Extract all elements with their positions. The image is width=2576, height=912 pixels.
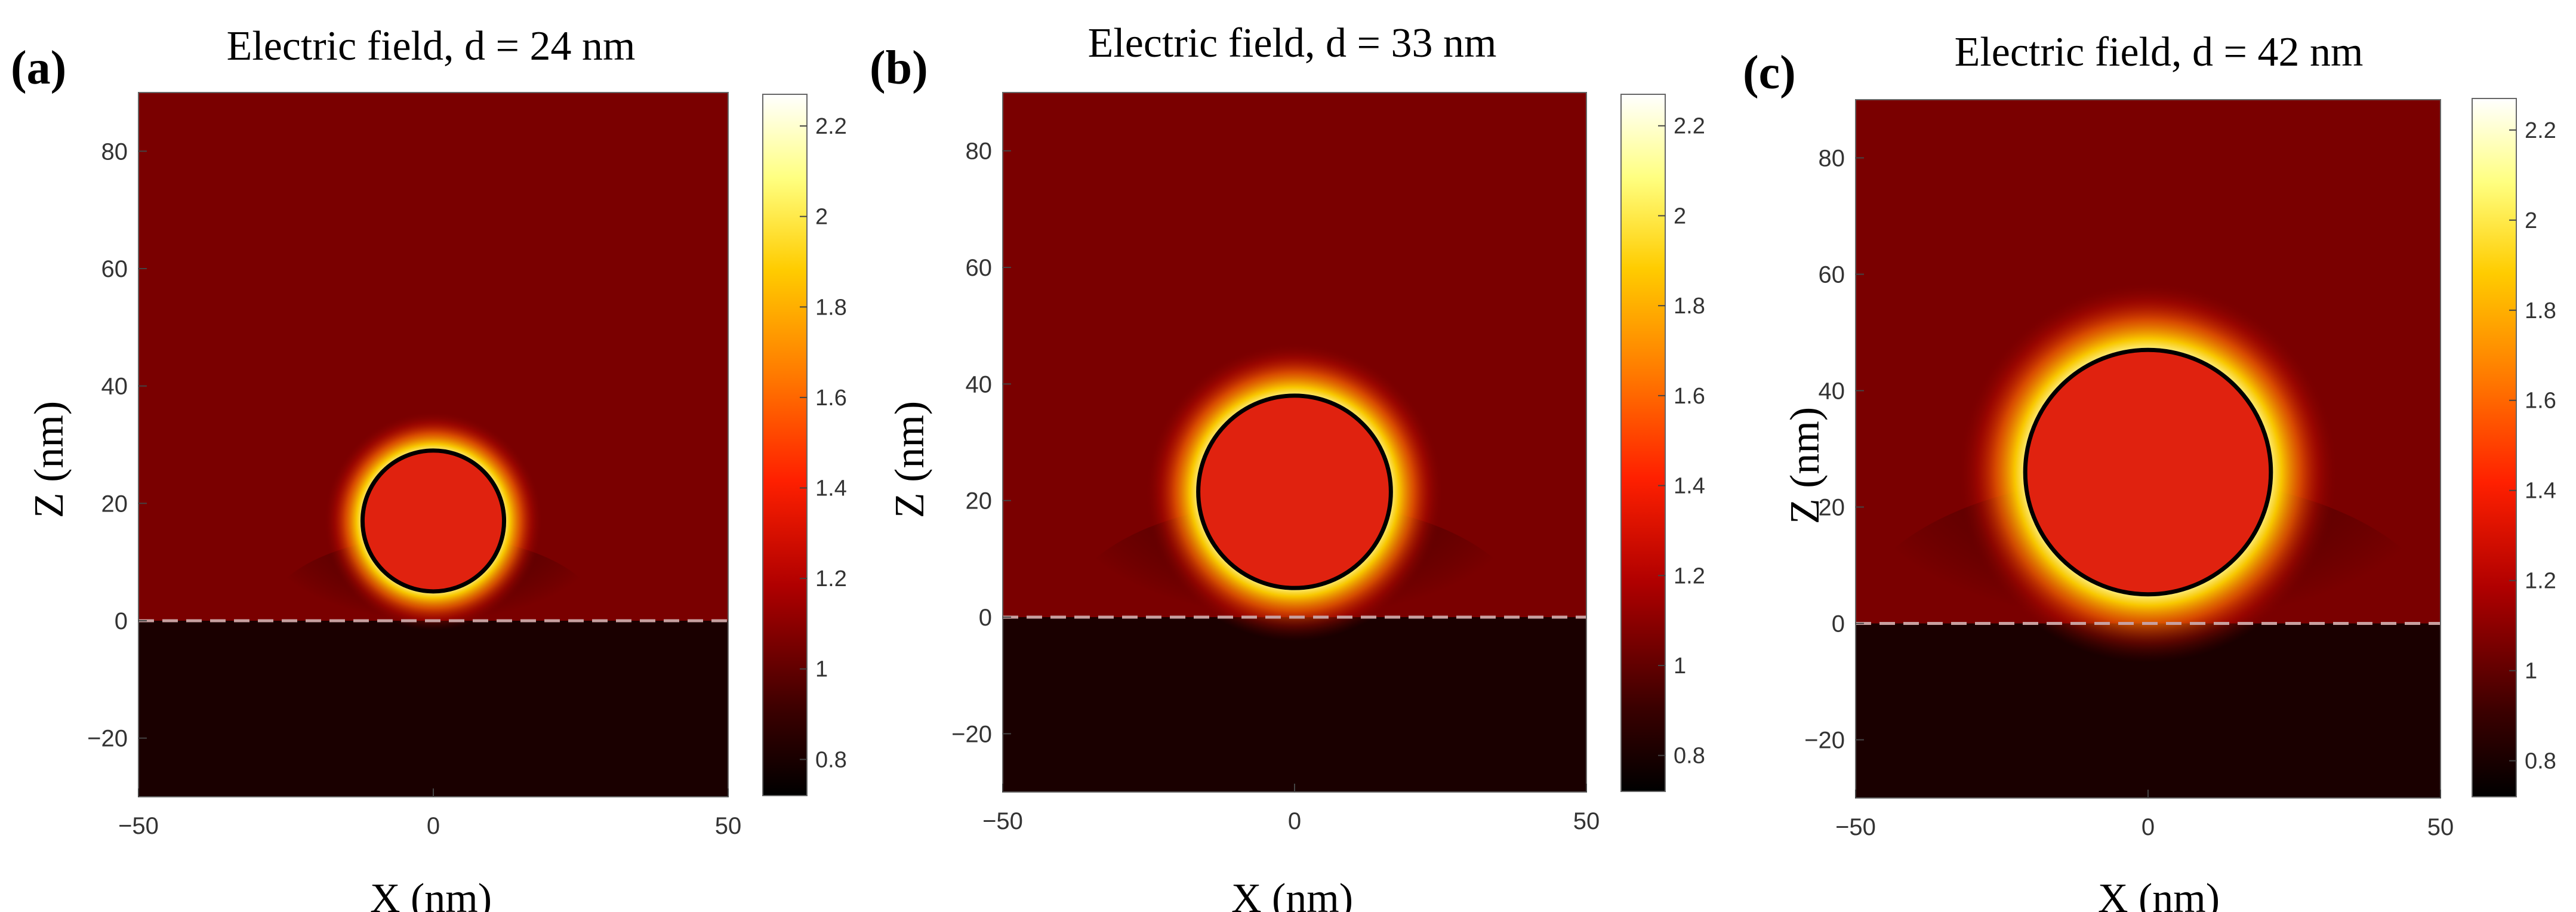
panel-c: (c) Electric field, d = 42 nm Z (nm) X (… — [1743, 29, 2556, 912]
colorbar-tick-label: 1.8 — [2525, 298, 2556, 323]
colorbar-tick-label: 0.8 — [1674, 744, 1705, 769]
y-axis-label: Z (nm) — [887, 401, 933, 518]
colorbar-tick-label: 1.2 — [2525, 569, 2556, 594]
colorbar-tick-label: 2 — [815, 205, 828, 230]
field-map — [1003, 93, 1586, 792]
colorbar-tick-label: 1.4 — [2525, 479, 2556, 504]
y-axis-label: Z (nm) — [26, 401, 72, 518]
y-tick-label: 0 — [979, 605, 992, 631]
colorbar-tick-label: 2 — [1674, 204, 1686, 229]
colorbar-tick-label: 1.6 — [815, 386, 847, 411]
y-tick-label: 20 — [1819, 495, 1845, 521]
y-tick-label: 60 — [1819, 262, 1845, 288]
chart-title: Electric field, d = 42 nm — [1955, 29, 2364, 75]
panel-b: (b) Electric field, d = 33 nm Z (nm) X (… — [870, 20, 1705, 912]
y-tick-label: 40 — [1819, 378, 1845, 405]
colorbar: 0.8 1 1.2 1.4 1.6 1.8 2 2.2 — [1620, 94, 1705, 792]
y-tick-label: 0 — [1832, 611, 1845, 637]
colorbar-tick-label: 1.2 — [1674, 563, 1705, 589]
y-tick-label: 20 — [101, 491, 128, 517]
colorbar-tick-label: 0.8 — [2525, 749, 2556, 774]
heatmap-plot: −20 0 20 40 60 80 −50 0 50 — [951, 92, 1600, 834]
colorbar-gradient — [1620, 94, 1666, 792]
y-tick-label: −20 — [87, 726, 128, 752]
x-tick-label: 50 — [715, 813, 742, 839]
chart-title: Electric field, d = 33 nm — [1088, 20, 1497, 66]
colorbar-tick-label: 1.4 — [815, 476, 847, 501]
colorbar-tick-label: 1.8 — [1674, 294, 1705, 319]
y-tick-label: 60 — [101, 256, 128, 282]
colorbar-tick-label: 1.6 — [1674, 384, 1705, 409]
colorbar-tick-label: 2.2 — [815, 114, 847, 139]
colorbar-tick-label: 1.4 — [1674, 474, 1705, 499]
y-tick-label: 20 — [966, 488, 993, 514]
x-tick-label: −50 — [982, 808, 1023, 834]
panel-label: (b) — [870, 42, 928, 94]
panel-label: (a) — [11, 42, 66, 94]
colorbar-tick-label: 1.6 — [2525, 389, 2556, 414]
field-map — [1856, 100, 2441, 798]
colorbar-tick-label: 2.2 — [2525, 118, 2556, 143]
y-tick-label: 40 — [966, 371, 993, 398]
nanoparticle — [360, 448, 507, 594]
y-tick-label: 40 — [101, 374, 128, 400]
colorbar-tick-label: 1 — [1674, 654, 1686, 679]
colorbar-gradient — [762, 94, 808, 796]
nanoparticle — [1196, 393, 1393, 590]
colorbar-tick-label: 2.2 — [1674, 114, 1705, 139]
colorbar-tick-label: 2 — [2525, 208, 2537, 233]
panel-a: (a) Electric field, d = 24 nm Z (nm) X (… — [11, 23, 847, 912]
nanoparticle — [2023, 347, 2273, 597]
y-tick-label: −20 — [951, 721, 992, 747]
y-tick-label: 80 — [1819, 146, 1845, 172]
y-axis-label: Z (nm) — [1782, 407, 1828, 524]
panel-label: (c) — [1743, 47, 1796, 99]
x-axis-label: X (nm) — [2098, 876, 2220, 912]
colorbar: 0.8 1 1.2 1.4 1.6 1.8 2 2.2 — [2472, 98, 2556, 797]
colorbar-gradient — [2472, 98, 2517, 797]
x-tick-label: 0 — [2141, 814, 2155, 840]
colorbar-tick-label: 0.8 — [815, 747, 847, 772]
colorbar-tick-label: 1 — [2525, 659, 2537, 684]
field-map — [138, 93, 728, 797]
x-tick-label: −50 — [118, 813, 159, 839]
y-tick-label: −20 — [1804, 728, 1845, 754]
x-axis-label: X (nm) — [1231, 876, 1353, 912]
chart-title: Electric field, d = 24 nm — [227, 23, 636, 69]
x-tick-label: 50 — [2427, 814, 2454, 840]
y-tick-label: 80 — [966, 138, 993, 165]
colorbar-tick-label: 1 — [815, 657, 828, 682]
x-tick-label: 0 — [427, 813, 440, 839]
colorbar: 0.8 1 1.2 1.4 1.6 1.8 2 2.2 — [762, 94, 847, 796]
heatmap-plot: −20 0 20 40 60 80 −50 0 50 — [1804, 99, 2454, 840]
heatmap-plot: −20 0 20 40 60 80 −50 0 50 — [87, 92, 742, 839]
y-tick-label: 80 — [101, 138, 128, 165]
x-axis-label: X (nm) — [370, 876, 492, 912]
x-tick-label: 50 — [1573, 808, 1600, 834]
colorbar-tick-label: 1.8 — [815, 295, 847, 320]
x-tick-label: 0 — [1288, 808, 1301, 834]
x-tick-label: −50 — [1835, 814, 1876, 840]
colorbar-tick-label: 1.2 — [815, 566, 847, 591]
y-tick-label: 60 — [966, 255, 993, 281]
y-tick-label: 0 — [115, 608, 128, 634]
